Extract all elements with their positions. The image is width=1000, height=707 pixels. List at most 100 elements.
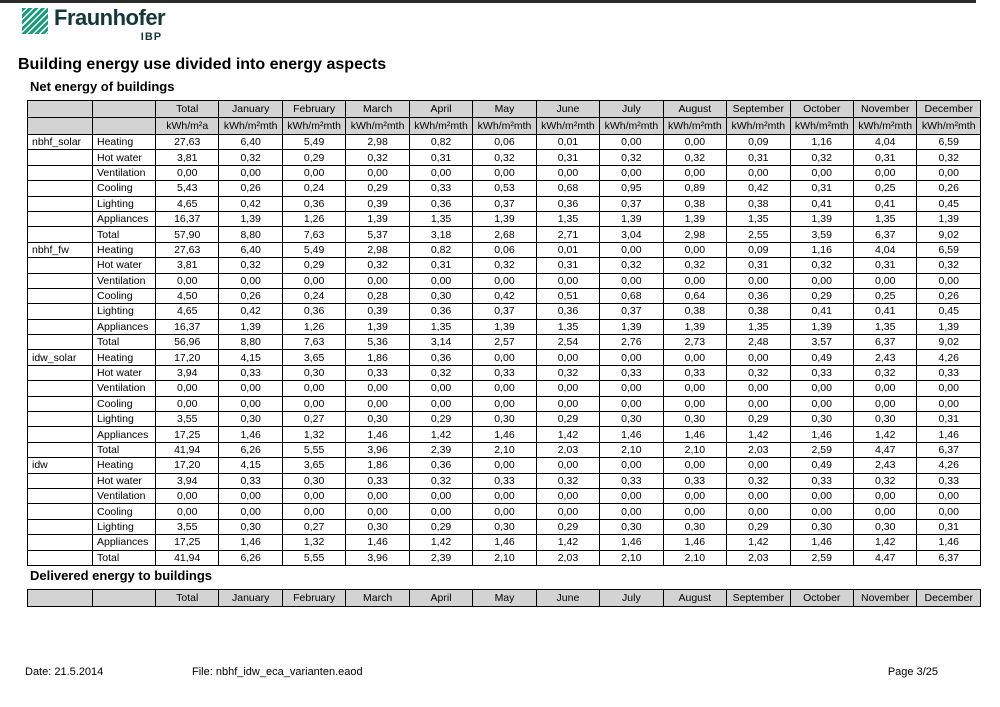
value-cell: 1,35 [535,210,601,228]
table-row: idw Heating 17,20 4,15 3,65 1,86 0,36 0,00 0,00 0… [27,457,981,474]
value-cell: 0,29 [408,411,474,428]
value-cell: 0,00 [599,503,664,520]
value-cell: 8,80 [218,334,283,351]
value-cell: 41,94 [154,441,220,459]
value-cell: 0,30 [852,518,918,536]
value-cell: 0,31 [726,257,791,274]
value-cell: 4,50 [154,287,220,305]
value-cell: 1,32 [281,426,347,443]
value-cell: 0,32 [345,149,410,166]
value-cell: 0,00 [154,487,220,505]
value-cell: 6,40 [218,241,283,259]
value-cell: 0,00 [599,487,664,505]
column-header-cell: December [916,589,981,607]
value-cell: 3,81 [154,149,220,166]
aspect-label-cell: Heating [92,349,156,366]
aspect-label-cell: Heating [92,457,156,474]
value-cell: 0,00 [281,164,347,182]
value-cell: 0,33 [916,364,981,382]
value-cell: 0,00 [472,380,537,397]
value-cell: 0,26 [218,287,283,305]
value-cell: 0,00 [662,457,728,474]
value-cell: 5,37 [345,226,410,243]
value-cell: 0,00 [345,380,410,397]
value-cell: 0,00 [535,272,601,289]
column-header-cell: July [599,589,664,607]
value-cell: 0,29 [535,518,601,536]
value-cell: 0,00 [599,164,664,182]
column-header-row: Total January February March April May June Jul… [27,100,981,118]
value-cell: 2,54 [535,334,601,351]
column-header-cell: August [662,589,728,607]
value-cell: 0,00 [408,380,474,397]
column-header-cell: March [345,589,410,607]
value-cell: 0,00 [472,503,537,520]
value-cell: 0,00 [599,133,664,151]
table-row: Ventilation 0,00 0,00 0,00 0,00 0,00 0,00 0,00 0… [27,380,981,397]
value-cell: 0,00 [726,272,791,289]
value-cell: 0,00 [281,272,347,289]
table-row: Hot water 3,81 0,32 0,29 0,32 0,31 0,32 0,31 0,3… [27,257,981,274]
table-row: Total 41,94 6,26 5,55 3,96 2,39 2,10 2,03 2,10 2,… [27,441,981,459]
value-cell: 0,32 [345,257,410,274]
value-cell: 0,33 [789,364,854,382]
value-cell: 4,04 [852,133,918,151]
value-cell: 6,40 [218,133,283,151]
group-name-cell [27,257,93,274]
value-cell: 0,32 [916,257,981,274]
value-cell: 0,28 [345,287,410,305]
value-cell: 17,20 [154,349,220,366]
value-cell: 57,90 [154,226,220,243]
group-name-cell [27,487,93,505]
value-cell: 5,55 [281,549,347,566]
value-cell: 0,01 [535,133,601,151]
value-cell: 2,55 [726,226,791,243]
value-cell: 2,59 [789,441,854,459]
unit-header-cell: kWh/m²mth [345,117,410,135]
unit-header-cell: kWh/m²mth [916,117,981,135]
value-cell: 2,71 [535,226,601,243]
aspect-label-cell: Appliances [92,426,156,443]
value-cell: 0,32 [662,257,728,274]
value-cell: 2,03 [726,549,791,566]
value-cell: 8,80 [218,226,283,243]
value-cell: 1,35 [726,210,791,228]
value-cell: 0,25 [852,287,918,305]
aspect-label-cell: Hot water [92,257,156,274]
value-cell: 1,46 [662,534,728,551]
value-cell: 0,31 [726,149,791,166]
value-cell: 0,00 [789,272,854,289]
value-cell: 0,29 [789,287,854,305]
value-cell: 27,63 [154,241,220,259]
value-cell: 5,49 [281,133,347,151]
fraunhofer-logo-icon [22,8,48,34]
value-cell: 0,32 [852,364,918,382]
group-name-cell [27,334,93,351]
value-cell: 0,42 [472,287,537,305]
value-cell: 0,27 [281,518,347,536]
value-cell: 1,32 [281,534,347,551]
value-cell: 3,94 [154,472,220,489]
value-cell: 2,10 [599,549,664,566]
group-name-cell [27,226,93,243]
column-header-cell: March [345,100,410,118]
column-header-cell: September [726,100,791,118]
value-cell: 0,37 [472,303,537,320]
value-cell: 3,65 [281,457,347,474]
value-cell: 0,32 [218,149,283,166]
value-cell: 4,26 [916,349,981,366]
value-cell: 0,30 [408,287,474,305]
column-header-cell: July [599,100,664,118]
value-cell: 0,00 [662,349,728,366]
net-table-body: nbhf_solar Heating 27,63 6,40 5,49 2,98 0,82 0,… [27,133,981,566]
value-cell: 6,37 [852,226,918,243]
value-cell: 2,03 [535,549,601,566]
value-cell: 1,35 [408,318,474,336]
value-cell: 1,46 [472,426,537,443]
value-cell: 0,00 [345,395,410,413]
value-cell: 3,59 [789,226,854,243]
value-cell: 0,31 [789,180,854,197]
value-cell: 5,49 [281,241,347,259]
unit-header-cell: kWh/m²mth [218,117,283,135]
group-name-cell [27,395,93,413]
